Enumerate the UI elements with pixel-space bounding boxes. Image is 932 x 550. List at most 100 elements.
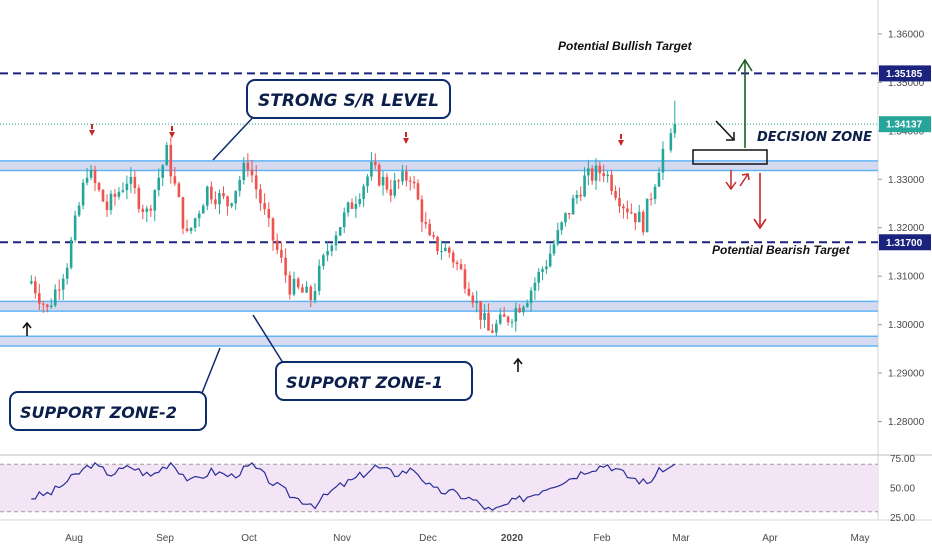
candle-body: [222, 193, 225, 197]
candle-body: [267, 209, 271, 219]
candle-body: [432, 235, 435, 237]
candle-body: [133, 176, 137, 189]
candle-body: [447, 247, 451, 253]
strong-sr-text: STRONG S/R LEVEL: [258, 91, 439, 111]
candle-body: [637, 211, 641, 223]
candle-body: [234, 190, 237, 204]
x-axis: Aug Sep Oct Nov Dec 2020 Feb Mar Apr May: [65, 533, 869, 544]
price-badge: [879, 116, 931, 133]
candle-body: [173, 176, 177, 184]
candle-body: [275, 240, 279, 250]
red-arrow-retest-head: [741, 173, 750, 181]
black-up-arrow-icon: [22, 321, 32, 336]
candle-body: [296, 278, 300, 288]
candle-body: [149, 208, 153, 211]
support-markers: [22, 321, 523, 372]
candle-body: [38, 293, 41, 304]
red-down-arrow-icon: [89, 124, 95, 136]
candle-body: [381, 176, 385, 186]
support-zone-2-pointer: [199, 347, 221, 399]
candle-body: [309, 286, 313, 301]
candle-body: [342, 212, 346, 228]
candle-body: [153, 190, 157, 211]
candle-body: [444, 247, 447, 252]
candle-body: [45, 304, 49, 308]
candle-body: [471, 295, 475, 304]
rsi-tick-label: 25.00: [890, 513, 915, 524]
y-axis: 1.360001.350001.340001.330001.320001.310…: [878, 29, 931, 428]
candle-body: [69, 239, 73, 268]
price-badge-text: 1.35185: [886, 69, 923, 80]
candle-body: [541, 269, 544, 272]
candle-body: [463, 269, 467, 289]
candle-body: [49, 305, 53, 308]
rsi-line: [31, 461, 676, 511]
candle-body: [145, 208, 149, 212]
black-up-arrow-icon: [513, 357, 523, 372]
candle-body: [125, 183, 129, 191]
y-tick-label: 1.29000: [888, 369, 925, 380]
candle-body: [583, 175, 586, 197]
candle-body: [610, 174, 613, 192]
candle-body: [673, 124, 677, 134]
candle-body: [602, 173, 605, 176]
candle-body: [280, 249, 283, 258]
rsi-tick-label: 75.00: [890, 454, 915, 465]
candle-body: [579, 194, 583, 197]
price-badge: [879, 234, 931, 251]
red-arrow-retest: [739, 173, 749, 187]
x-tick-label: Aug: [65, 533, 83, 544]
candle-body: [397, 180, 400, 182]
price-badge-text: 1.31700: [886, 238, 923, 249]
y-tick-label: 1.30000: [888, 320, 925, 331]
candle-body: [201, 205, 205, 214]
candle-body: [101, 189, 105, 202]
candle-body: [522, 306, 525, 313]
candle-body: [373, 162, 377, 165]
candle-body: [366, 176, 369, 187]
decision-zone: DECISION ZONE: [692, 58, 872, 230]
candle-body: [226, 196, 229, 207]
candle-body: [350, 202, 354, 209]
candle-body: [53, 289, 57, 306]
candle-body: [436, 236, 439, 252]
candle-body: [254, 175, 258, 190]
candle-body: [189, 227, 193, 232]
price-badge: [879, 65, 931, 82]
candle-body: [567, 213, 571, 215]
x-tick-label: Sep: [156, 533, 174, 544]
candle-body: [238, 179, 242, 191]
candle-body: [338, 227, 342, 236]
candle-body: [408, 180, 412, 182]
candle-body: [487, 313, 490, 331]
candle-body: [34, 281, 37, 294]
y-tick-label: 1.33000: [888, 175, 925, 186]
candle-body: [571, 198, 575, 215]
candle-body: [181, 197, 185, 229]
candle-body: [518, 308, 521, 313]
candle-body: [263, 203, 266, 210]
candle-body: [89, 169, 93, 178]
rsi-tick-label: 50.00: [890, 484, 915, 495]
candle-body: [416, 183, 420, 200]
strong-sr-box: [246, 79, 451, 119]
candle-body: [346, 202, 350, 213]
decision-entry-arrow: [715, 120, 735, 141]
bearish-arrowhead: [753, 218, 767, 230]
x-tick-label: Mar: [672, 533, 690, 544]
candle-body: [502, 314, 506, 317]
candle-body: [440, 251, 443, 253]
candle-body: [529, 290, 533, 304]
candle-body: [498, 314, 502, 324]
candle-body: [514, 308, 518, 322]
candle-body: [622, 206, 625, 209]
rsi-band: [0, 464, 878, 512]
x-tick-label: May: [851, 533, 870, 544]
candle-body: [230, 203, 233, 207]
candle-body: [451, 252, 455, 263]
candle-body: [322, 255, 325, 266]
candle-body: [41, 303, 45, 305]
red-arrow-down-left-head: [725, 181, 737, 191]
candle-body: [533, 282, 537, 291]
candle-body: [669, 133, 673, 151]
